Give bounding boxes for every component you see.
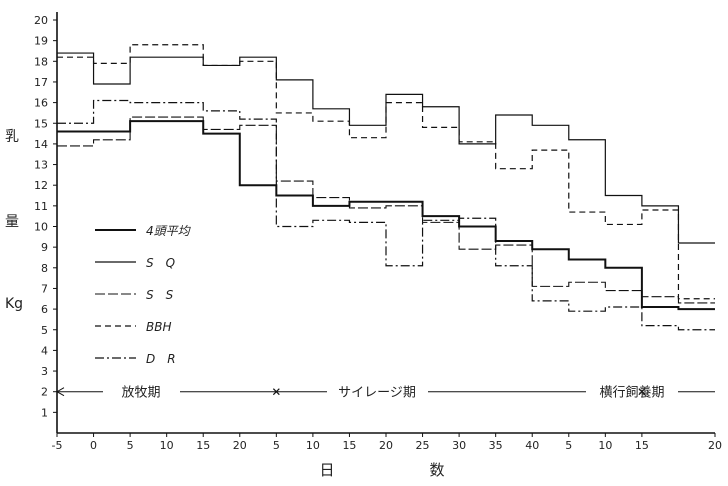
y-tick-label: 18 <box>34 55 48 68</box>
y-tick-label: 15 <box>34 117 48 130</box>
x-axis-label-char-2: 数 <box>429 461 444 479</box>
y-tick-label: 10 <box>34 221 48 234</box>
legend-label-3: S S <box>146 288 174 302</box>
y-tick-label: 8 <box>41 262 48 275</box>
y-axis-label-char-2: 量 <box>5 214 19 230</box>
y-tick-label: 3 <box>41 365 48 378</box>
x-tick-label: 5 <box>273 439 280 452</box>
y-tick-label: 2 <box>41 386 48 399</box>
y-tick-label: 9 <box>41 241 48 254</box>
x-tick-label: 15 <box>635 439 649 452</box>
legend-label-4: BBH <box>146 320 172 334</box>
y-tick-label: 7 <box>41 282 48 295</box>
series-line-3 <box>57 116 715 304</box>
series-line-1 <box>57 120 715 311</box>
y-tick-label: 1 <box>41 406 48 419</box>
x-axis-label-char-1: 日 <box>319 461 334 479</box>
legend: 4頭平均 S Q S S BBH D R <box>95 224 192 366</box>
period-label-1: 放牧期 <box>121 386 160 401</box>
y-tick-label: 11 <box>34 200 48 213</box>
x-tick-label: 10 <box>598 439 612 452</box>
axes <box>56 12 715 434</box>
y-axis-label-char-1: 乳 <box>5 129 19 145</box>
x-tick-label: 10 <box>160 439 174 452</box>
series-line-4 <box>57 44 715 300</box>
x-tick-label: 5 <box>565 439 572 452</box>
x-tick-label: -5 <box>52 439 63 452</box>
x-tick-label: 25 <box>416 439 430 452</box>
x-tick-label: 20 <box>233 439 247 452</box>
period-label-3: 横行飼養期 <box>599 385 664 401</box>
x-tick-label: 10 <box>306 439 320 452</box>
legend-label-2: S Q <box>146 256 175 270</box>
period-label-2: サイレージ期 <box>338 386 416 401</box>
y-tick-label: 16 <box>34 97 48 110</box>
legend-label-1: 4頭平均 <box>146 224 192 238</box>
x-tick-label: 35 <box>489 439 503 452</box>
y-tick-label: 12 <box>34 179 48 192</box>
x-tick-label: 0 <box>90 439 97 452</box>
series-line-5 <box>57 99 715 331</box>
y-tick-label: 5 <box>41 324 48 337</box>
y-tick-label: 6 <box>41 303 48 316</box>
y-tick-label: 17 <box>34 76 48 89</box>
x-tick-label: 40 <box>525 439 539 452</box>
x-tick-label: 30 <box>452 439 466 452</box>
y-axis-label-char-3: Kg <box>5 296 23 312</box>
x-tick-label: 20 <box>708 439 722 452</box>
x-tick-label: 15 <box>196 439 210 452</box>
x-tick-label: 20 <box>379 439 393 452</box>
series-line-2 <box>57 52 715 244</box>
y-tick-label: 14 <box>34 138 48 151</box>
y-tick-label: 19 <box>34 35 48 48</box>
period-boundary-mark <box>638 388 646 396</box>
series-lines <box>57 44 715 331</box>
x-tick-label: 5 <box>127 439 134 452</box>
y-tick-label: 4 <box>41 344 48 357</box>
legend-label-5: D R <box>146 352 176 366</box>
y-tick-label: 13 <box>34 159 48 172</box>
x-axis-ticks: -5 0 5 10 15 20 5 10 15 20 25 30 35 40 5 10 15 20 <box>52 433 722 452</box>
period-boundary-mark <box>272 388 280 396</box>
x-tick-label: 15 <box>342 439 356 452</box>
y-tick-label: 20 <box>34 14 48 27</box>
period-bar: 放牧期 サイレージ期 横行飼養期 <box>55 385 715 401</box>
